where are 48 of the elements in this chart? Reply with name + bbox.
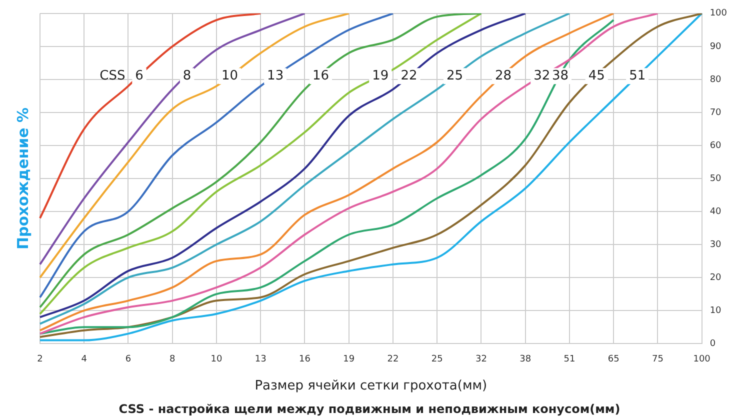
series-label: 8: [182, 68, 192, 84]
x-tick-label: 6: [125, 354, 132, 364]
y-tick-label: 10: [710, 306, 722, 316]
x-axis-title: Размер ячейки сетки грохота(мм): [254, 378, 488, 394]
y-axis-title: Прохождение %: [14, 107, 32, 250]
series-label: 38: [552, 68, 569, 84]
x-tick-label: 16: [299, 354, 311, 364]
y-tick-label: 70: [710, 108, 722, 118]
series-label: 22: [400, 68, 418, 84]
series-label: 13: [267, 68, 284, 84]
x-tick-label: 32: [475, 354, 487, 364]
x-tick-label: 22: [387, 354, 399, 364]
line-series: [39, 13, 350, 279]
series-label: 10: [221, 68, 238, 84]
x-tick-label: 38: [520, 354, 532, 364]
x-tick-label: 10: [210, 354, 222, 364]
series-label: 32: [534, 68, 550, 84]
y-tick-label: 0: [710, 338, 716, 349]
x-tick-label: 65: [608, 354, 620, 364]
x-tick-label: 19: [343, 354, 355, 364]
x-tick-label: 8: [169, 354, 176, 364]
series-label: 51: [629, 68, 646, 84]
x-tick-label: 13: [254, 354, 266, 364]
line-series: [39, 13, 262, 220]
annotation: CSS: [100, 68, 126, 84]
y-tick-label: 60: [710, 140, 722, 151]
y-tick-label: 50: [710, 174, 722, 184]
x-tick-label: 75: [652, 354, 664, 364]
series-label: 28: [495, 68, 512, 84]
y-tick-label: 40: [710, 206, 722, 217]
y-tick-label: 20: [710, 272, 722, 283]
y-tick-label: 90: [710, 42, 722, 52]
y-tick-label: 100: [710, 8, 728, 19]
line-series: [39, 13, 306, 266]
x-tick-label: 100: [693, 354, 711, 364]
series-label: 16: [312, 68, 330, 84]
line-series: [39, 13, 394, 298]
x-tick-label: 4: [81, 354, 88, 364]
series-label: 25: [446, 68, 464, 84]
series-label: 45: [588, 68, 605, 84]
x-tick-label: 25: [431, 354, 443, 364]
x-tick-label: 51: [564, 354, 576, 364]
y-tick-label: 80: [710, 74, 722, 85]
x-tick-label: 2: [37, 354, 43, 364]
series-label: 6: [135, 68, 144, 84]
text: CSS - настройка щели между подвижным и неподвижным конусом(мм): [118, 402, 620, 416]
y-tick-label: 30: [710, 240, 722, 250]
series-label: 19: [372, 68, 389, 84]
